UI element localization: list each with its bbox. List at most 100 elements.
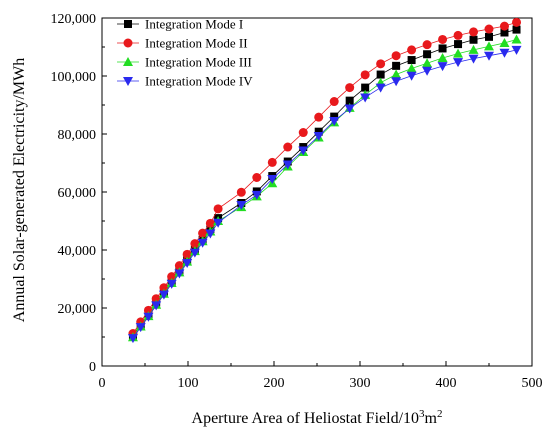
data-point — [499, 37, 510, 47]
data-point — [499, 48, 510, 58]
data-point — [422, 40, 432, 50]
data-point — [251, 190, 262, 200]
data-point — [437, 53, 448, 63]
data-point — [391, 77, 402, 87]
data-point — [267, 157, 277, 167]
data-point — [314, 112, 324, 122]
legend-marker — [123, 77, 133, 86]
data-point — [484, 41, 494, 51]
data-point — [313, 132, 324, 142]
data-point — [407, 45, 417, 55]
legend-label: Integration Mode I — [145, 17, 243, 32]
legend-entry: Integration Mode I — [117, 17, 243, 32]
data-point — [376, 70, 385, 79]
y-tick-label: 120,000 — [51, 12, 97, 27]
data-point — [375, 83, 386, 93]
data-point — [376, 59, 386, 69]
legend-entry: Integration Mode IV — [117, 74, 253, 89]
data-point — [423, 50, 432, 59]
series-line — [132, 49, 517, 339]
axes: 0 100 200 300 400 500 0 20,000 40,000 60,000 80,00… — [51, 12, 543, 391]
data-point — [298, 146, 309, 156]
data-point — [500, 28, 509, 37]
x-tick-label: 100 — [178, 376, 199, 391]
data-point — [205, 218, 215, 228]
legend-marker — [123, 57, 133, 66]
y-tick-label: 80,000 — [58, 128, 97, 143]
data-point — [213, 218, 224, 228]
data-point — [485, 32, 493, 41]
data-point — [174, 269, 185, 279]
data-point — [166, 279, 177, 289]
data-point — [143, 312, 154, 322]
legend-marker — [124, 20, 132, 28]
legend-label: Integration Mode III — [145, 55, 252, 70]
y-tick-label: 0 — [89, 360, 96, 375]
data-point — [469, 35, 478, 44]
data-point — [484, 24, 494, 34]
data-point — [158, 290, 169, 300]
data-point — [391, 51, 401, 61]
x-axis-label: Aperture Area of Heliostat Field/103m2 — [192, 408, 443, 427]
data-point — [267, 174, 278, 184]
legend-label: Integration Mode II — [145, 36, 248, 51]
data-point — [438, 34, 448, 44]
y-tick-label: 60,000 — [58, 186, 97, 201]
legend-marker — [123, 38, 133, 48]
series-layer — [127, 17, 522, 344]
data-point — [344, 104, 355, 114]
data-point — [205, 229, 216, 239]
data-point — [298, 128, 308, 138]
x-tick-label: 400 — [436, 376, 457, 391]
data-point — [361, 83, 370, 92]
data-point — [236, 187, 246, 197]
series-4 — [127, 45, 522, 344]
data-point — [159, 283, 169, 293]
x-tick-label: 0 — [99, 376, 106, 391]
y-axis-label: Annual Solar-generated Electricity/MWh — [11, 58, 28, 322]
data-point — [437, 62, 448, 72]
data-point — [453, 48, 464, 58]
legend: Integration Mode I Integration Mode II Int… — [117, 17, 253, 89]
data-point — [406, 63, 417, 73]
data-point — [190, 239, 200, 249]
data-point — [282, 160, 293, 170]
legend-entry: Integration Mode II — [117, 36, 248, 51]
data-point — [198, 228, 208, 238]
data-point — [360, 93, 371, 103]
y-tick-label: 100,000 — [51, 70, 97, 85]
data-point — [314, 127, 323, 136]
data-point — [453, 58, 464, 68]
data-point — [499, 21, 509, 31]
data-point — [406, 71, 417, 81]
data-point — [512, 17, 522, 27]
plot-frame — [101, 17, 533, 367]
data-point — [453, 30, 463, 40]
data-point — [174, 261, 184, 271]
data-point — [182, 249, 192, 259]
data-point — [167, 272, 177, 282]
data-point — [392, 61, 401, 70]
x-tick-label: 300 — [350, 376, 371, 391]
data-point — [511, 45, 522, 55]
data-point — [360, 70, 370, 80]
legend-entry: Integration Mode III — [117, 55, 252, 70]
y-tick-label: 20,000 — [58, 302, 97, 317]
data-point — [135, 323, 146, 333]
y-tick-label: 40,000 — [58, 244, 97, 259]
data-point — [422, 66, 433, 76]
data-point — [422, 58, 433, 68]
data-point — [329, 97, 339, 107]
legend-label: Integration Mode IV — [145, 74, 253, 89]
data-point — [391, 69, 402, 79]
data-point — [345, 96, 354, 105]
data-point — [468, 54, 479, 64]
data-point — [438, 44, 447, 53]
data-point — [345, 83, 355, 93]
data-point — [189, 248, 200, 258]
data-point — [484, 51, 494, 61]
data-point — [330, 112, 339, 121]
data-point — [151, 301, 162, 311]
data-point — [197, 238, 208, 248]
